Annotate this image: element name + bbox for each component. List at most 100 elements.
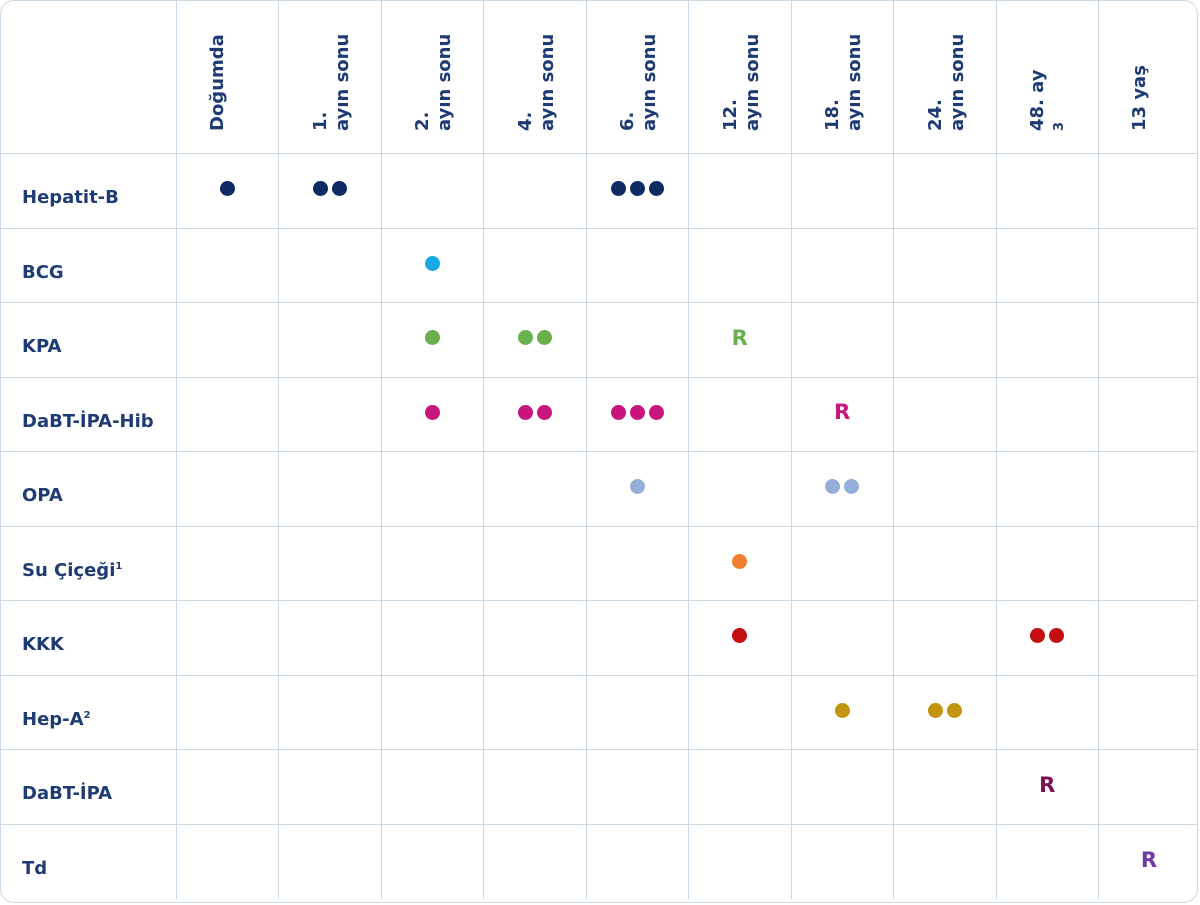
dose-dot	[825, 479, 841, 495]
schedule-cell	[1098, 451, 1197, 526]
vaccine-name-text: Td	[22, 858, 48, 879]
schedule-cell	[278, 600, 381, 675]
column-header: 18. ayın sonu	[790, 1, 894, 154]
schedule-cell	[790, 153, 894, 228]
column-header-line2: ayın sonu	[434, 33, 456, 131]
schedule-cell	[585, 376, 689, 452]
column-header: 48. ay 3	[995, 1, 1099, 154]
schedule-cell	[483, 525, 586, 601]
schedule-cell	[995, 525, 1099, 601]
header-row: Doğumda 1. ayın sonu 2. ayın sonu 4. ayın sonu…	[1, 1, 1197, 154]
schedule-cell	[995, 674, 1099, 750]
dose-dot	[1030, 628, 1046, 644]
vaccine-name: DaBT-İPA	[1, 749, 176, 824]
dose-dot	[610, 404, 626, 420]
schedule-cell	[995, 227, 1099, 303]
vaccine-name-text: BCG	[22, 261, 64, 283]
schedule-cell	[483, 153, 586, 228]
vaccine-row: Hep-A2	[1, 674, 1197, 750]
dose-dots	[927, 702, 962, 718]
vaccine-name: OPA	[1, 451, 176, 526]
column-header-line1: 24.	[924, 99, 946, 131]
schedule-cell	[380, 525, 484, 601]
dose-dots	[834, 702, 850, 718]
schedule-cell	[585, 525, 689, 601]
schedule-cell	[278, 674, 381, 750]
vaccine-row: Td R	[1, 823, 1197, 899]
dose-dot	[312, 181, 328, 197]
column-header-line1: 1.	[309, 111, 331, 131]
vaccine-name: DaBT-İPA-Hib	[1, 376, 176, 452]
vaccine-row: OPA	[1, 451, 1197, 526]
schedule-cell	[483, 749, 586, 824]
vaccine-row: DaBT-İPA-Hib R	[1, 376, 1197, 452]
schedule-cell	[585, 823, 689, 899]
schedule-cell	[278, 525, 381, 601]
schedule-cell	[380, 600, 484, 675]
vaccine-name-text: KPA	[22, 336, 62, 358]
vaccine-name-text: Su Çiçeği	[22, 559, 116, 581]
vaccine-name: Hep-A2	[1, 674, 176, 750]
schedule-cell: R	[995, 749, 1099, 824]
schedule-cell	[1098, 525, 1197, 601]
schedule-cell	[175, 749, 279, 824]
schedule-cell	[893, 674, 996, 750]
column-header-footnote: 3	[1052, 121, 1068, 131]
schedule-cell	[380, 823, 484, 899]
schedule-cell	[380, 749, 484, 824]
dose-dots	[825, 479, 860, 495]
column-header: 1. ayın sonu	[278, 1, 381, 154]
schedule-cell: R	[790, 376, 894, 452]
vaccine-rows: Hepatit-B BCG KPA R DaBT-İPA-Hib R OPA Su Çiçeğ…	[1, 153, 1197, 899]
schedule-cell	[893, 227, 996, 303]
column-header-line1: 2.	[412, 111, 434, 131]
dose-dot	[732, 553, 748, 569]
column-header-line2: ayın sonu	[639, 33, 661, 131]
schedule-cell	[483, 451, 586, 526]
column-header: 4. ayın sonu	[483, 1, 586, 154]
vaccine-row: Hepatit-B	[1, 153, 1197, 228]
column-header-line1: 18.	[822, 99, 844, 131]
booster-mark: R	[731, 325, 748, 350]
column-header-line1: 13 yaş	[1129, 65, 1150, 131]
vaccine-name-text: Hep-A	[22, 708, 84, 730]
dose-dot	[648, 181, 664, 197]
schedule-cell	[278, 451, 381, 526]
vaccine-footnote: 2	[83, 709, 91, 721]
schedule-cell	[585, 302, 689, 377]
dose-dot	[927, 702, 943, 718]
dose-dots	[312, 181, 347, 197]
schedule-cell	[380, 153, 484, 228]
schedule-cell: R	[688, 302, 791, 377]
booster-mark: R	[1039, 772, 1056, 797]
dose-dots	[732, 628, 748, 644]
column-header-line1: 4.	[514, 111, 536, 131]
vaccine-row: KPA R	[1, 302, 1197, 377]
schedule-cell	[790, 451, 894, 526]
dose-dot	[732, 628, 748, 644]
schedule-cell	[585, 600, 689, 675]
corner-cell	[1, 1, 176, 154]
column-header-line2: ayın sonu	[946, 33, 968, 131]
schedule-cell	[790, 749, 894, 824]
schedule-cell	[1098, 674, 1197, 750]
schedule-cell	[688, 376, 791, 452]
dose-dot	[629, 181, 645, 197]
dose-dots	[732, 553, 748, 569]
schedule-cell	[175, 674, 279, 750]
schedule-cell	[1098, 302, 1197, 377]
schedule-cell	[483, 674, 586, 750]
dose-dot	[424, 330, 440, 346]
schedule-cell	[790, 600, 894, 675]
booster-mark: R	[834, 400, 851, 425]
vaccine-name-text: OPA	[22, 485, 63, 507]
schedule-cell	[995, 451, 1099, 526]
schedule-cell	[688, 749, 791, 824]
schedule-cell	[995, 376, 1099, 452]
schedule-cell	[585, 749, 689, 824]
schedule-cell	[688, 600, 791, 675]
schedule-cell	[483, 302, 586, 377]
schedule-cell	[995, 302, 1099, 377]
dose-dots	[629, 479, 645, 495]
